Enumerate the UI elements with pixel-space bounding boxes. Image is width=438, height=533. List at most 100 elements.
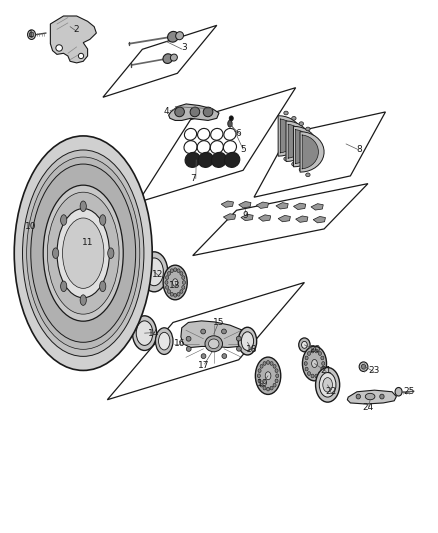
Polygon shape	[276, 203, 288, 209]
Ellipse shape	[132, 316, 157, 351]
Polygon shape	[296, 216, 308, 222]
Ellipse shape	[319, 373, 336, 397]
Ellipse shape	[258, 369, 261, 373]
Ellipse shape	[306, 127, 310, 131]
Polygon shape	[295, 130, 312, 164]
Ellipse shape	[60, 281, 67, 292]
Ellipse shape	[305, 356, 308, 360]
Text: 12: 12	[152, 270, 163, 279]
Ellipse shape	[260, 365, 263, 368]
Ellipse shape	[201, 354, 206, 359]
Ellipse shape	[225, 152, 240, 167]
Ellipse shape	[182, 276, 185, 279]
Text: 14: 14	[148, 329, 159, 337]
Ellipse shape	[177, 269, 180, 272]
Ellipse shape	[168, 31, 178, 42]
Ellipse shape	[365, 393, 375, 400]
Polygon shape	[280, 119, 297, 153]
Ellipse shape	[228, 120, 232, 127]
Text: 9: 9	[242, 212, 248, 220]
Ellipse shape	[190, 107, 200, 117]
Text: 7: 7	[190, 174, 196, 183]
Ellipse shape	[266, 387, 269, 391]
Ellipse shape	[305, 367, 308, 371]
Ellipse shape	[173, 279, 178, 286]
Ellipse shape	[222, 329, 226, 334]
Ellipse shape	[311, 374, 314, 378]
Ellipse shape	[265, 372, 271, 379]
Ellipse shape	[208, 339, 219, 349]
Text: 23: 23	[369, 366, 380, 375]
Ellipse shape	[177, 293, 180, 296]
Ellipse shape	[307, 352, 311, 356]
Ellipse shape	[60, 215, 67, 225]
Ellipse shape	[53, 248, 59, 259]
Ellipse shape	[182, 286, 185, 289]
Text: 10: 10	[25, 222, 36, 231]
Ellipse shape	[145, 258, 163, 286]
Ellipse shape	[175, 107, 184, 117]
Ellipse shape	[311, 349, 314, 353]
Ellipse shape	[368, 394, 372, 399]
Text: 2: 2	[74, 25, 79, 34]
Ellipse shape	[359, 362, 368, 372]
Ellipse shape	[201, 329, 205, 334]
Polygon shape	[239, 201, 251, 208]
Ellipse shape	[222, 354, 227, 359]
Polygon shape	[221, 201, 233, 207]
Polygon shape	[313, 216, 325, 223]
Polygon shape	[241, 214, 253, 221]
Ellipse shape	[270, 386, 273, 390]
Ellipse shape	[318, 372, 321, 375]
Ellipse shape	[263, 386, 266, 390]
Ellipse shape	[276, 374, 279, 377]
Polygon shape	[347, 390, 396, 404]
Ellipse shape	[304, 361, 307, 366]
Polygon shape	[293, 126, 318, 167]
Ellipse shape	[22, 221, 30, 229]
Text: 25: 25	[404, 387, 415, 396]
Ellipse shape	[315, 349, 318, 353]
Ellipse shape	[292, 116, 296, 120]
Ellipse shape	[166, 286, 169, 289]
Ellipse shape	[78, 53, 84, 59]
Ellipse shape	[275, 369, 278, 373]
Ellipse shape	[183, 280, 186, 285]
Ellipse shape	[318, 352, 321, 356]
Ellipse shape	[56, 45, 62, 51]
Ellipse shape	[238, 327, 257, 355]
Ellipse shape	[299, 168, 304, 172]
Ellipse shape	[14, 136, 152, 370]
Polygon shape	[288, 124, 304, 158]
Ellipse shape	[299, 338, 310, 352]
Ellipse shape	[212, 152, 226, 167]
Ellipse shape	[43, 185, 123, 321]
Ellipse shape	[141, 252, 168, 292]
Ellipse shape	[80, 201, 86, 212]
Ellipse shape	[80, 295, 86, 305]
Ellipse shape	[284, 157, 288, 161]
Text: 4: 4	[164, 108, 169, 116]
Ellipse shape	[170, 269, 173, 272]
Text: 21: 21	[321, 366, 332, 375]
Ellipse shape	[186, 346, 191, 351]
Polygon shape	[223, 214, 236, 220]
Ellipse shape	[380, 394, 384, 399]
Ellipse shape	[180, 272, 183, 276]
Ellipse shape	[163, 54, 173, 63]
Ellipse shape	[292, 163, 296, 166]
Text: 22: 22	[325, 387, 336, 396]
Polygon shape	[256, 202, 268, 208]
Text: 16: 16	[174, 340, 185, 348]
Polygon shape	[311, 204, 323, 210]
Ellipse shape	[321, 356, 324, 360]
Ellipse shape	[321, 367, 324, 371]
Ellipse shape	[63, 218, 104, 288]
Text: 13: 13	[170, 281, 181, 289]
Ellipse shape	[176, 31, 184, 40]
Ellipse shape	[395, 387, 402, 396]
Polygon shape	[50, 16, 96, 63]
Ellipse shape	[31, 164, 136, 342]
Ellipse shape	[22, 150, 144, 357]
Ellipse shape	[255, 357, 281, 394]
